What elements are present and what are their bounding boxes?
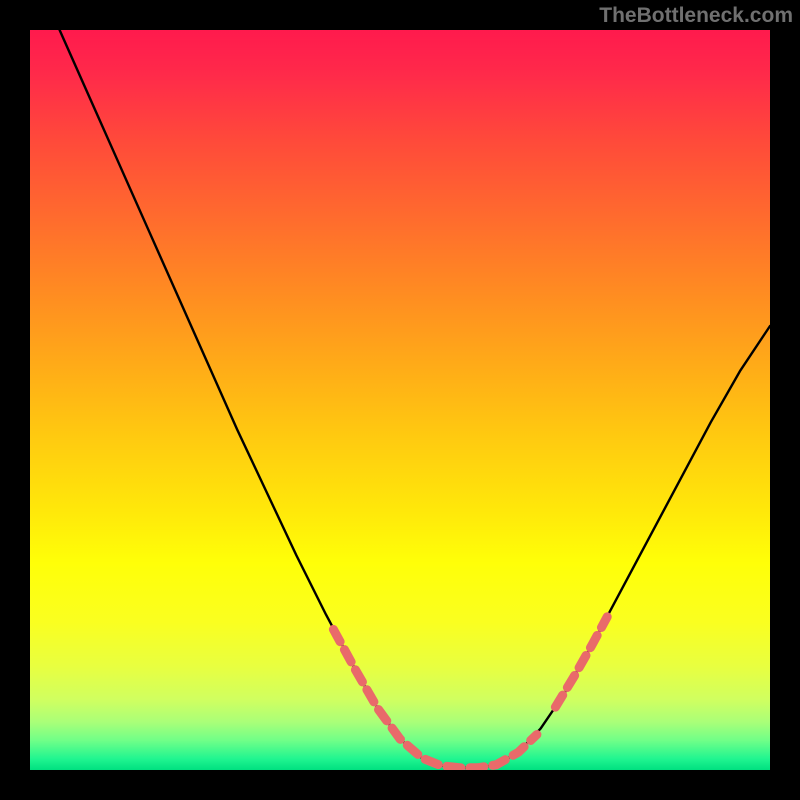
watermark-text: TheBottleneck.com — [599, 4, 793, 28]
plot-area — [30, 30, 770, 770]
chart-container: TheBottleneck.com — [0, 0, 800, 800]
plot-svg — [30, 30, 770, 770]
plot-background — [30, 30, 770, 770]
